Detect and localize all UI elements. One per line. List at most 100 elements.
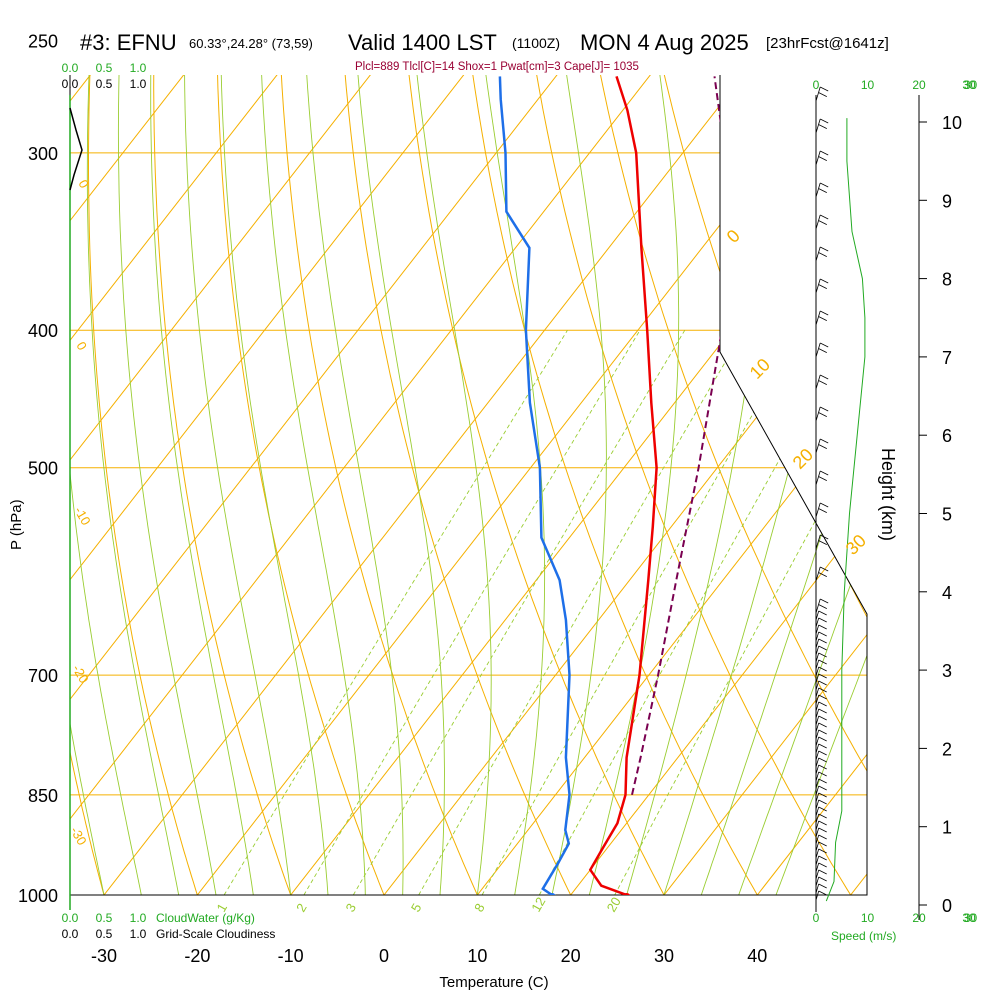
station-title: #3: EFNU <box>80 30 177 55</box>
wind-barb-shaft <box>815 566 821 582</box>
height-tick-label: 6 <box>942 426 952 446</box>
wind-barb-shaft <box>815 799 820 810</box>
sounding-profiles <box>498 76 727 895</box>
wind-speed-profile <box>825 118 866 902</box>
wind-barb <box>815 673 827 684</box>
moist-adiabat-line <box>70 75 105 895</box>
wind-barb-flag <box>820 86 829 92</box>
wind-barb-flag <box>820 214 829 220</box>
isotherm-line <box>70 75 604 895</box>
wind-barb <box>815 694 827 705</box>
wind-barb-shaft <box>815 310 821 326</box>
surface-temperature-marker <box>622 893 631 895</box>
wind-barb-shaft <box>815 652 820 663</box>
wind-barb-shaft <box>815 736 820 747</box>
moist-adiabat-lines <box>70 75 867 895</box>
height-tick-label: 9 <box>942 191 952 211</box>
wind-barb-shaft <box>815 708 820 719</box>
wind-barb-flag <box>818 673 827 679</box>
wind-barb-flag <box>820 502 829 508</box>
wind-barb-shaft <box>815 750 820 761</box>
height-axis-title: Height (km) <box>878 448 898 541</box>
wind-barb <box>815 566 829 582</box>
wind-barb-shaft <box>815 374 821 390</box>
dry-adiabat-line <box>70 75 105 895</box>
stability-indices: Plcl=889 Tlcl[C]=14 Shox=1 Pwat[cm]=3 Ca… <box>355 61 639 73</box>
dewpoint-profile-line <box>498 76 571 895</box>
wind-barb <box>815 820 827 831</box>
mixing-ratio-label: 3 <box>343 901 360 915</box>
isotherm-line <box>290 75 867 895</box>
pressure-tick-label: 700 <box>28 666 58 686</box>
wind-speed-line <box>825 118 866 902</box>
wind-barb <box>815 246 829 262</box>
wind-barb-shaft <box>815 722 820 733</box>
wind-barb-shaft <box>815 841 820 852</box>
wind-barb-shaft <box>815 534 821 550</box>
wind-barb-shaft <box>815 687 820 698</box>
dry-adiabat-line <box>962 15 1000 895</box>
wind-barb-shaft <box>815 406 821 422</box>
wind-barb-shaft <box>815 638 820 649</box>
wind-barb-flag <box>818 806 827 812</box>
wind-barb <box>815 701 827 712</box>
cloudiness-trace <box>69 107 83 191</box>
wind-barb-flag <box>818 156 827 161</box>
height-tick-label: 0 <box>942 896 952 916</box>
wind-barb-flag <box>820 278 829 284</box>
mixing-ratio-line <box>352 329 686 895</box>
speed-tick-label-top: 30 <box>964 78 978 92</box>
wind-barb <box>815 743 827 754</box>
dry-adiabat-line <box>153 75 292 895</box>
wind-barb <box>815 182 829 198</box>
moist-adiabat-line <box>738 75 867 895</box>
pressure-tick-label: 250 <box>28 31 58 51</box>
cloudiness-scale-label-top: 0.5 <box>96 77 113 91</box>
moist-adiabat-line <box>117 75 217 895</box>
isotherm-line <box>70 75 418 895</box>
wind-barb-shaft <box>815 673 820 684</box>
wind-barb-flag <box>818 799 827 805</box>
wind-barb <box>815 342 829 358</box>
speed-tick-label-top: 10 <box>861 78 875 92</box>
wind-barb-flag <box>818 572 827 577</box>
isotherm-line <box>196 75 867 895</box>
wind-barb <box>815 855 827 866</box>
wind-barb-flag <box>818 785 827 791</box>
wind-barb <box>815 214 829 230</box>
isotherm-line <box>70 75 698 895</box>
theta-label: 10 <box>746 355 774 383</box>
dry-adiabat-line <box>712 75 867 895</box>
moist-adiabat-line <box>775 75 867 895</box>
dry-adiabat-line <box>0 15 11 895</box>
mixing-ratio-line <box>223 329 568 895</box>
wind-barb-shaft <box>815 631 820 642</box>
wind-barb-flag <box>818 701 827 707</box>
wind-barb-shaft <box>815 659 820 670</box>
wind-barb-flag <box>818 624 827 630</box>
wind-barb-shaft <box>815 438 821 454</box>
wind-barb-flag <box>820 598 829 604</box>
mixing-ratio-label: 8 <box>471 901 488 915</box>
wind-barb <box>815 876 827 887</box>
forecast-date: MON 4 Aug 2025 <box>580 30 749 55</box>
wind-barb-flag <box>818 508 827 513</box>
wind-barb <box>815 827 827 838</box>
wind-barbs <box>815 86 829 901</box>
speed-tick-label-bottom: 0 <box>813 911 820 925</box>
dry-adiabat-line <box>526 75 852 895</box>
pressure-tick-label: 850 <box>28 786 58 806</box>
speed-tick-label-top: 0 <box>813 78 820 92</box>
wind-barb-flag <box>818 380 827 385</box>
wind-barb-shaft <box>815 610 820 621</box>
wind-barb <box>815 278 829 294</box>
mixing-ratio-label: 5 <box>408 901 425 915</box>
wind-barb-flag <box>818 862 827 868</box>
wind-barb-shaft <box>815 694 820 705</box>
wind-barb-shaft <box>815 182 821 198</box>
wind-barb-flag <box>818 764 827 770</box>
wind-barb-shaft <box>815 86 821 102</box>
wind-barb-flag <box>818 652 827 658</box>
wind-barb-flag <box>818 666 827 672</box>
wind-barb-flag <box>818 687 827 693</box>
